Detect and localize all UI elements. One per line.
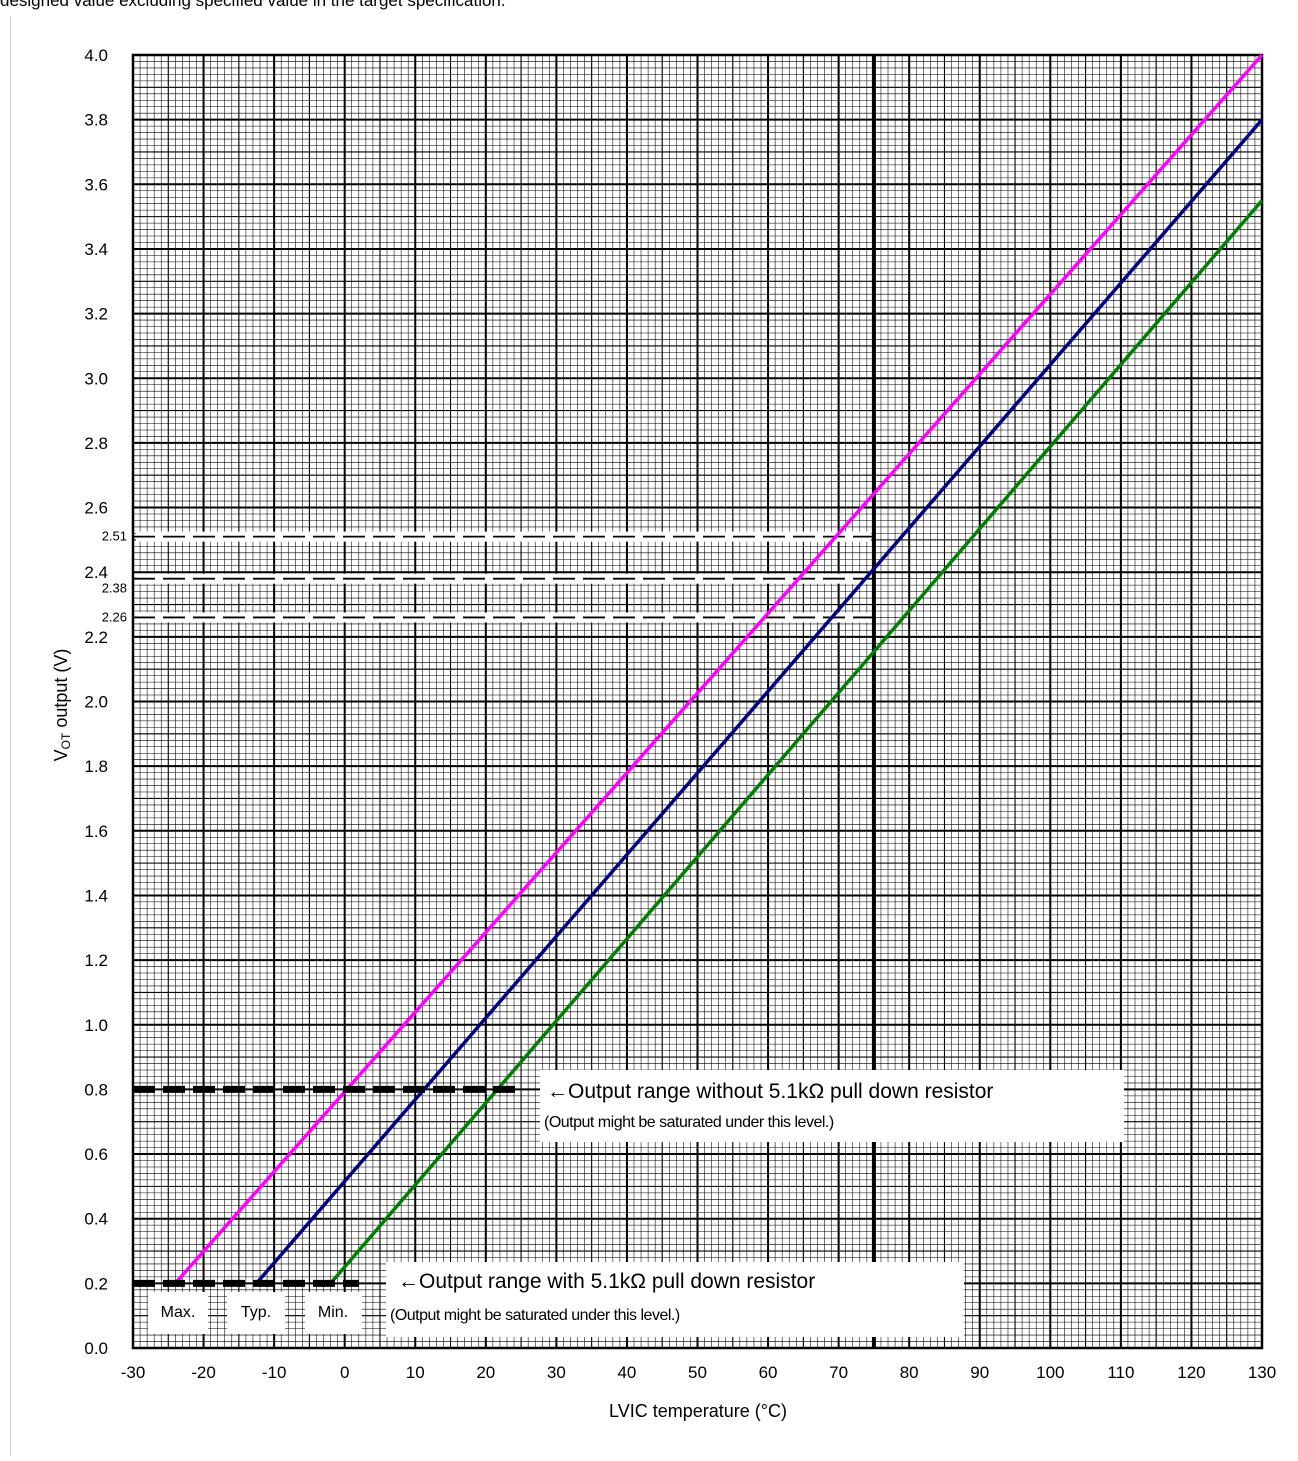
x-tick-label: 110	[1107, 1363, 1134, 1382]
y-tick-labels: 0.0 0.2 0.4 0.6 0.8 1.0 1.2 1.4 1.6 1.8 2.0 2.2 2.4 2…	[84, 46, 108, 1358]
y-tick-label: 1.0	[84, 1016, 108, 1035]
y-tick-label: 3.8	[84, 111, 108, 130]
y-tick-label: 0.4	[84, 1210, 108, 1229]
y-tick-label: 0.6	[84, 1145, 108, 1164]
y-tick-label: 4.0	[84, 46, 108, 65]
ref-label-bg	[86, 608, 128, 625]
label-box-max-text: Max.	[161, 1304, 196, 1321]
x-tick-labels: -30 -20 -10 0 10 20 30 40 50 60 70 80 90 100 110 120 130	[121, 1363, 1276, 1382]
label-box-min-bg	[305, 1292, 362, 1334]
series-line-max	[173, 53, 1264, 1285]
x-tick-label: -10	[262, 1363, 287, 1382]
x-tick-label: 90	[970, 1363, 989, 1382]
y-axis-title-rest: output (V)	[51, 649, 71, 733]
y-tick-label: 3.6	[84, 175, 108, 194]
series-line-min	[329, 199, 1264, 1285]
x-axis-title: LVIC temperature (°C)	[609, 1401, 787, 1421]
top-caption: designed value excluding specified value…	[0, 0, 506, 10]
label-box-typ-text: Typ.	[241, 1304, 271, 1321]
plot-border	[131, 53, 1264, 1350]
ref-label-bg	[86, 527, 128, 544]
y-tick-label: 0.0	[84, 1339, 108, 1358]
saturation-text: ←Output range with 5.1kΩ pull down resis…	[398, 1270, 815, 1293]
label-box-max-bg	[148, 1292, 208, 1334]
saturation-box	[386, 1262, 964, 1337]
x-tick-label: 50	[688, 1363, 707, 1382]
x-tick-label: 0	[340, 1363, 349, 1382]
page-left-rule	[10, 16, 11, 1456]
ref-label-bg	[86, 579, 128, 596]
ref-label: 2.26	[102, 609, 127, 624]
ref-label: 2.38	[102, 581, 127, 596]
y-tick-label: 0.8	[84, 1080, 108, 1099]
y-axis-title-main: V	[51, 749, 71, 761]
y-tick-label: 1.4	[84, 886, 108, 905]
y-tick-label: 0.2	[84, 1274, 108, 1293]
label-box-min-text: Min.	[318, 1304, 348, 1321]
reference-lines: 2.51 2.38 2.26	[86, 527, 874, 625]
x-tick-label: 40	[617, 1363, 636, 1382]
x-tick-label: 60	[759, 1363, 778, 1382]
x-tick-label: 20	[476, 1363, 495, 1382]
y-tick-label: 3.2	[84, 305, 108, 324]
label-box-min: Min.	[305, 1292, 362, 1334]
x-tick-label: 70	[829, 1363, 848, 1382]
y-axis-title-subscript: OT	[59, 732, 73, 749]
y-tick-label: 2.2	[84, 628, 108, 647]
saturation-text: ←Output range without 5.1kΩ pull down re…	[547, 1080, 993, 1103]
saturation-box	[540, 1070, 1124, 1142]
x-tick-label: 120	[1177, 1363, 1205, 1382]
x-tick-label: -30	[121, 1363, 146, 1382]
x-tick-label: 130	[1248, 1363, 1276, 1382]
y-axis-title: VOT output (V)	[51, 649, 73, 762]
x-tick-label: 100	[1036, 1363, 1064, 1382]
label-box-max: Max.	[148, 1292, 208, 1334]
saturation-note: (Output might be saturated under this le…	[390, 1307, 680, 1324]
x-tick-label: 30	[547, 1363, 566, 1382]
y-tick-label: 2.8	[84, 434, 108, 453]
y-tick-label: 2.6	[84, 499, 108, 518]
saturation-annotations: ←Output range without 5.1kΩ pull down re…	[133, 1070, 1124, 1337]
y-tick-label: 2.4	[84, 563, 108, 582]
y-tick-label: 2.0	[84, 693, 108, 712]
plot-frame	[131, 53, 1264, 1350]
x-tick-label: 10	[406, 1363, 425, 1382]
y-tick-label: 3.0	[84, 369, 108, 388]
y-tick-label: 3.4	[84, 240, 108, 259]
x-tick-label: -20	[191, 1363, 216, 1382]
label-box-typ: Typ.	[227, 1292, 285, 1334]
x-tick-label: 80	[900, 1363, 919, 1382]
saturation-note: (Output might be saturated under this le…	[544, 1114, 834, 1131]
y-tick-label: 1.6	[84, 822, 108, 841]
ref-label: 2.51	[102, 529, 127, 544]
y-tick-label: 1.8	[84, 757, 108, 776]
label-box-typ-bg	[227, 1292, 285, 1334]
y-tick-label: 1.2	[84, 951, 108, 970]
